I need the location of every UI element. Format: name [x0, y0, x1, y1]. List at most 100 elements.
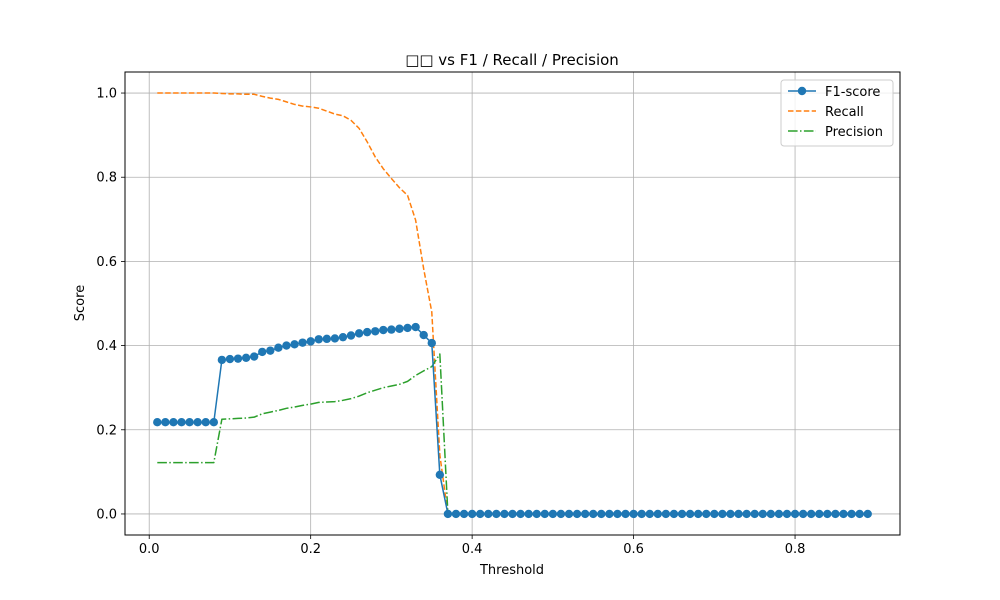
legend-marker-f1 — [797, 86, 807, 96]
data-point-f1-score — [459, 509, 469, 519]
data-point-f1-score — [782, 509, 792, 519]
data-point-f1-score — [564, 509, 574, 519]
data-point-f1-score — [702, 509, 711, 519]
plot-series — [153, 92, 872, 519]
data-point-f1-score — [798, 509, 808, 519]
data-point-f1-score — [354, 329, 364, 338]
data-point-f1-score — [847, 509, 856, 519]
data-point-f1-score — [653, 509, 663, 519]
data-point-f1-score — [766, 509, 776, 519]
data-point-f1-score — [435, 470, 445, 480]
y-tick-label: 0.0 — [96, 507, 117, 522]
data-point-f1-score — [637, 509, 646, 519]
y-tick-label: 0.8 — [96, 171, 117, 186]
data-point-f1-score — [758, 509, 767, 519]
legend-label-precision: Precision — [825, 125, 883, 140]
data-point-f1-score — [710, 509, 719, 519]
y-tick-label: 1.0 — [96, 87, 117, 102]
x-axis-label: Threshold — [479, 563, 544, 578]
data-point-f1-score — [241, 353, 251, 362]
data-point-f1-score — [855, 509, 864, 519]
data-point-f1-score — [443, 509, 453, 519]
data-point-f1-score — [387, 325, 396, 334]
data-point-f1-score — [726, 509, 735, 519]
legend-label-f1: F1-score — [825, 85, 880, 100]
data-point-f1-score — [177, 417, 186, 427]
data-point-f1-score — [338, 332, 348, 342]
x-tick-label: 0.6 — [623, 542, 644, 557]
data-point-f1-score — [306, 337, 315, 346]
data-point-f1-score — [169, 417, 178, 427]
x-tick-label: 0.8 — [785, 542, 806, 557]
axis-ticks: 0.0 0.2 0.4 0.6 0.8 0.0 0.2 0.4 0.6 0.8 1.0 — [96, 87, 805, 557]
data-point-f1-score — [661, 509, 671, 519]
data-point-f1-score — [645, 509, 654, 519]
data-point-f1-score — [605, 509, 614, 519]
y-tick-label: 0.2 — [96, 423, 117, 438]
data-point-f1-score — [863, 509, 872, 519]
data-point-f1-score — [492, 509, 501, 519]
x-tick-label: 0.4 — [462, 542, 483, 557]
data-point-f1-score — [193, 417, 202, 427]
data-point-f1-score — [379, 325, 388, 335]
data-point-f1-score — [734, 509, 743, 519]
data-point-f1-score — [532, 509, 541, 519]
data-point-f1-score — [476, 509, 485, 519]
data-point-f1-score — [225, 354, 235, 364]
data-point-f1-score — [298, 338, 307, 347]
data-point-f1-score — [500, 509, 509, 519]
data-point-f1-score — [613, 509, 622, 519]
legend-label-recall: Recall — [825, 105, 864, 120]
data-point-f1-score — [451, 509, 461, 519]
data-point-f1-score — [685, 509, 695, 519]
data-point-f1-score — [589, 509, 598, 519]
data-point-f1-score — [185, 417, 194, 427]
legend-box — [780, 79, 894, 147]
data-point-f1-score — [693, 509, 703, 519]
axes-frame — [124, 71, 901, 536]
data-point-f1-score — [839, 509, 848, 519]
data-point-f1-score — [274, 343, 283, 352]
data-point-f1-score — [484, 509, 493, 519]
data-point-f1-score — [508, 509, 517, 519]
data-point-f1-score — [580, 509, 590, 519]
data-point-f1-score — [806, 509, 816, 519]
x-tick-label: 0.0 — [139, 542, 160, 557]
data-point-f1-score — [233, 354, 243, 363]
data-point-f1-score — [201, 417, 210, 427]
data-point-f1-score — [217, 355, 227, 365]
data-point-f1-score — [258, 347, 267, 357]
series-line-recall — [157, 92, 868, 515]
data-point-f1-score — [314, 335, 323, 344]
data-point-f1-score — [597, 509, 606, 519]
data-point-f1-score — [266, 346, 275, 355]
data-point-f1-score — [831, 509, 840, 519]
data-point-f1-score — [815, 509, 824, 519]
data-point-f1-score — [524, 509, 533, 519]
data-point-f1-score — [774, 509, 784, 519]
data-point-f1-score — [161, 417, 170, 427]
data-point-f1-score — [621, 509, 630, 519]
chart-title: □□ vs F1 / Recall / Precision — [405, 51, 619, 69]
y-axis-label: Score — [73, 285, 88, 321]
data-point-f1-score — [548, 509, 558, 519]
data-point-f1-score — [419, 330, 428, 340]
data-point-f1-score — [750, 509, 759, 519]
data-point-f1-score — [467, 509, 477, 519]
data-point-f1-score — [823, 509, 832, 519]
data-point-f1-score — [346, 331, 356, 340]
y-tick-label: 0.6 — [96, 255, 117, 270]
data-point-f1-score — [427, 338, 436, 348]
grid — [125, 72, 900, 535]
data-point-f1-score — [403, 323, 412, 333]
data-point-f1-score — [629, 509, 638, 519]
data-point-f1-score — [411, 322, 420, 332]
data-point-f1-score — [395, 324, 404, 333]
data-point-f1-score — [322, 334, 332, 344]
data-point-f1-score — [572, 509, 582, 519]
data-point-f1-score — [677, 509, 687, 519]
x-tick-label: 0.2 — [300, 542, 321, 557]
data-point-f1-score — [516, 509, 525, 519]
data-point-f1-score — [330, 334, 340, 343]
